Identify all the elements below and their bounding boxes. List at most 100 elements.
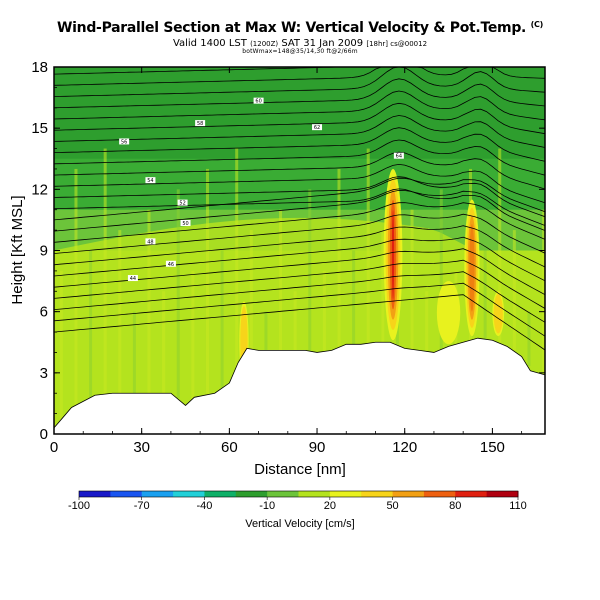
isentropes: 44 46 48 50 52 54 56 58 60 62 64 <box>54 67 545 351</box>
colorbar-swatch <box>141 491 174 497</box>
isentrope-label-bg <box>393 152 404 159</box>
field-streak <box>322 270 326 352</box>
isentrope-label: 50 <box>182 221 188 227</box>
updraft-core-small <box>436 281 461 345</box>
field-streak <box>352 250 356 345</box>
x-tick-label: 60 <box>221 439 238 456</box>
axes: 0 30 60 90 120 150 0 3 6 9 12 15 18 <box>31 59 545 456</box>
isentrope-label: 58 <box>197 121 203 127</box>
colorbar-swatch <box>235 491 268 497</box>
isentrope-label: 52 <box>179 201 185 207</box>
colorbar-swatch <box>110 491 143 497</box>
isentrope-line <box>54 236 545 282</box>
isentrope-label: 56 <box>121 139 127 145</box>
isentrope-line <box>54 163 545 204</box>
updraft-core-far-east <box>493 293 503 334</box>
colorbar-title: Vertical Velocity [cm/s] <box>245 518 354 530</box>
isentrope-line <box>54 188 545 231</box>
colorbar-tick-label: 20 <box>324 500 336 512</box>
isentrope-line <box>54 102 545 135</box>
isentrope-line <box>54 294 545 351</box>
isentrope-line <box>54 176 545 218</box>
colorbar-swatch <box>455 491 488 497</box>
isentrope-label: 54 <box>147 178 153 184</box>
x-axis-label: Distance [nm] <box>254 461 346 478</box>
x-tick-label: 120 <box>392 439 417 456</box>
field-streak <box>162 291 166 394</box>
isentrope-line <box>54 67 545 97</box>
isentrope-line <box>54 67 545 86</box>
field-streak <box>191 270 195 401</box>
isentrope-line <box>54 90 545 121</box>
isentrope-label: 44 <box>130 276 136 282</box>
colorbar-swatch <box>392 491 425 497</box>
y-tick-label: 18 <box>31 59 48 76</box>
isentrope-line <box>54 259 545 309</box>
field-streak <box>410 209 414 350</box>
colorbar-swatch <box>361 491 394 497</box>
field-streak <box>74 168 78 406</box>
colorbar-tick-label: 50 <box>386 500 398 512</box>
isentrope-line <box>54 67 545 75</box>
isentrope-line <box>54 213 545 254</box>
field-streak <box>381 230 385 343</box>
colorbar-tick-label: -70 <box>134 500 150 512</box>
colorbar-swatch <box>173 491 205 497</box>
isentrope-label-bg <box>195 120 206 127</box>
isentrope-label: 48 <box>147 239 153 245</box>
y-tick-label: 15 <box>31 120 48 137</box>
field-streak <box>59 270 63 422</box>
colorbar-swatch <box>486 491 519 497</box>
field-streak <box>542 209 545 375</box>
isentrope-label-bg <box>127 275 138 282</box>
colorbar-tick-label: -40 <box>196 500 212 512</box>
field-streak <box>220 250 224 390</box>
copyright-mark: (C) <box>530 20 544 29</box>
isentrope-label: 64 <box>396 154 402 160</box>
isentrope-line <box>54 177 545 221</box>
valid-date: SAT 31 Jan 2009 <box>281 38 364 49</box>
x-tick-label: 150 <box>480 439 505 456</box>
valid-time-utc: (1200Z) <box>250 40 279 48</box>
isentrope-line <box>54 271 545 323</box>
colorbar-swatch <box>204 491 237 497</box>
field-streak <box>439 189 443 350</box>
colorbar-swatch <box>423 491 456 497</box>
field-streak <box>205 168 209 395</box>
colorbar-tick-label: 110 <box>509 500 527 512</box>
isentrope-line <box>54 78 545 109</box>
isentrope-line <box>54 282 545 337</box>
isentrope-line <box>54 189 545 232</box>
y-tick-label: 6 <box>40 304 48 321</box>
field-streak <box>425 291 429 352</box>
x-tick-label: 0 <box>50 439 58 456</box>
terrain <box>53 337 546 435</box>
isentrope-line <box>54 225 545 268</box>
isentrope-line <box>54 127 545 162</box>
isentrope-line <box>54 115 545 148</box>
isentrope-label: 60 <box>255 99 261 105</box>
field-streak <box>118 230 122 394</box>
field-streak <box>89 250 93 399</box>
field-streak <box>293 291 297 351</box>
y-tick-label: 12 <box>31 181 48 198</box>
field-streak <box>498 148 502 343</box>
y-tick-label: 0 <box>40 426 48 443</box>
chart-title: Wind-Parallel Section at Max W: Vertical… <box>57 20 544 36</box>
isentrope-label: 46 <box>168 262 174 268</box>
chart-subtitle: Valid 1400 LST (1200Z) SAT 31 Jan 2009 [… <box>0 38 600 49</box>
colorbar-swatch <box>329 491 362 497</box>
valid-time: Valid 1400 LST <box>172 38 247 49</box>
x-tick-label: 90 <box>309 439 326 456</box>
forecast-run: [18hr] cs@00012 <box>366 40 428 48</box>
y-axis-label: Height [Kft MSL] <box>9 195 26 304</box>
field-streak <box>264 311 268 351</box>
field-streak <box>279 209 283 351</box>
updraft-core-east <box>469 224 475 312</box>
y-tick-label: 3 <box>40 365 48 382</box>
isentrope-label-bg <box>145 238 156 245</box>
field-streak <box>147 209 151 394</box>
y-tick-label: 9 <box>40 243 48 260</box>
isentrope-label-bg <box>312 124 323 131</box>
